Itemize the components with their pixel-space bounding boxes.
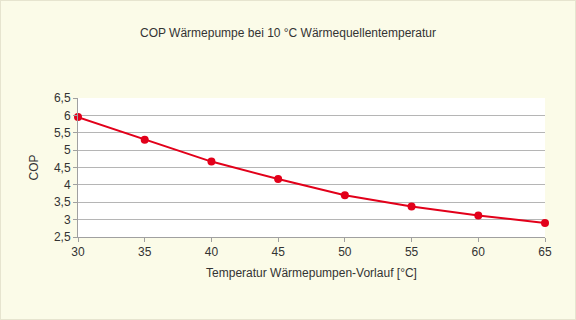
svg-text:3,5: 3,5 [54,195,71,209]
svg-text:6: 6 [64,109,71,123]
svg-text:3: 3 [64,213,71,227]
svg-text:4: 4 [64,178,71,192]
svg-text:30: 30 [71,245,85,259]
svg-text:5,5: 5,5 [54,126,71,140]
svg-text:COP Wärmepumpe bei 10 °C Wärme: COP Wärmepumpe bei 10 °C Wärmequellentem… [140,26,436,40]
svg-text:Temperatur Wärmepumpen-Vorlauf: Temperatur Wärmepumpen-Vorlauf [°C] [206,266,417,280]
svg-text:5: 5 [64,143,71,157]
svg-text:50: 50 [338,245,352,259]
svg-text:45: 45 [271,245,285,259]
svg-text:55: 55 [405,245,419,259]
svg-text:4,5: 4,5 [54,161,71,175]
svg-text:65: 65 [538,245,552,259]
svg-text:40: 40 [205,245,219,259]
svg-text:2,5: 2,5 [54,230,71,244]
svg-text:6,5: 6,5 [54,91,71,105]
svg-text:35: 35 [138,245,152,259]
svg-text:60: 60 [472,245,486,259]
svg-text:COP: COP [27,154,41,180]
